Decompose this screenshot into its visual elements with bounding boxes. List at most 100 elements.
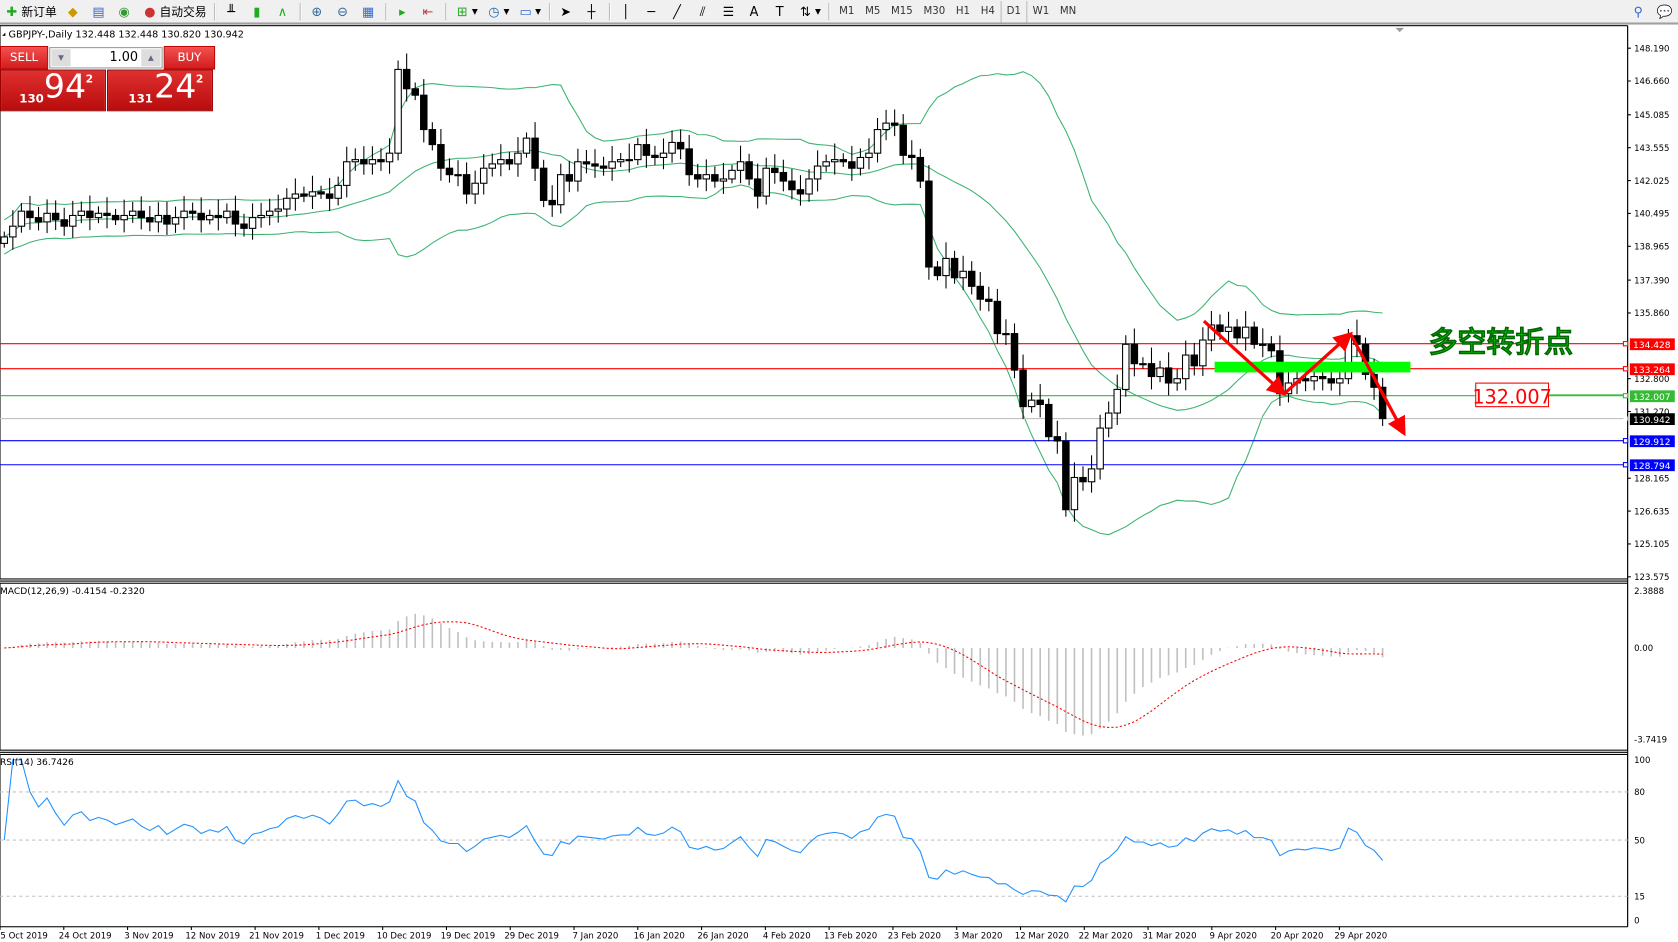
- toolbar-divider: [445, 2, 448, 20]
- candle-body: [805, 178, 813, 195]
- chart-shift-button[interactable]: ⇤: [416, 1, 442, 22]
- candle-body: [582, 161, 591, 165]
- channel-button[interactable]: ⫽: [691, 1, 717, 22]
- signals-button[interactable]: ◉: [112, 1, 138, 22]
- horizontal-line-button[interactable]: ─: [640, 1, 666, 22]
- price-tick-label: 140.495: [1634, 210, 1669, 220]
- candle-body: [428, 129, 437, 146]
- candle-body: [26, 210, 34, 219]
- market-watch-button[interactable]: ◆: [61, 1, 87, 22]
- price-tick-label: 131.270: [1634, 408, 1669, 418]
- indicators-button[interactable]: ⊞ ▾: [451, 1, 483, 22]
- timeframe-h4[interactable]: H4: [980, 5, 995, 18]
- chat-button[interactable]: 💬: [1652, 1, 1678, 22]
- templates-button[interactable]: ▭ ▾: [519, 3, 542, 19]
- candle-body: [265, 210, 274, 216]
- lot-decrease-button[interactable]: ▼: [51, 49, 71, 67]
- text-label-button[interactable]: T: [768, 1, 794, 22]
- candle-body: [291, 193, 300, 199]
- timeframe-m15[interactable]: M15: [891, 5, 913, 18]
- candle-body: [548, 199, 556, 206]
- chart-title: GBPJPY-,Daily 132.448 132.448 130.820 13…: [9, 29, 244, 40]
- vertical-line-icon: │: [621, 3, 630, 19]
- date-tick-label: 24 Oct 2019: [59, 932, 112, 942]
- candle-body: [822, 161, 830, 167]
- chart-window[interactable]: 多空转折点 132.007 GBPJPY-,Daily 132.448 132.44…: [0, 24, 1678, 942]
- candle-body: [899, 124, 907, 156]
- buy-price[interactable]: 131 24 2: [107, 67, 213, 112]
- horizontal-line-icon: ─: [647, 3, 656, 19]
- lot-increase-button[interactable]: ▲: [141, 49, 161, 67]
- text-button[interactable]: A: [742, 1, 768, 22]
- vertical-line-button[interactable]: │: [614, 1, 640, 22]
- candle-body: [437, 144, 445, 169]
- arrows-button[interactable]: ⇅ ▾: [794, 1, 826, 22]
- auto-trading-button[interactable]: ● 自动交易: [144, 3, 207, 19]
- candle-body: [1233, 326, 1241, 339]
- new-order-button[interactable]: ✚ 新订单: [0, 1, 61, 22]
- toolbar-divider: [828, 2, 831, 20]
- line-handle: [1623, 416, 1628, 421]
- timeframe-m30[interactable]: M30: [923, 5, 946, 18]
- candle-body: [308, 191, 317, 197]
- candle-body: [154, 214, 163, 223]
- auto-scroll-button[interactable]: ▸: [391, 1, 417, 22]
- fibonacci-button[interactable]: ☰: [717, 1, 743, 22]
- candle-body: [1199, 339, 1207, 367]
- timeframe-mn[interactable]: MN: [1059, 5, 1077, 18]
- periods-button[interactable]: ◷ ▾: [488, 3, 510, 19]
- candle-body: [668, 141, 676, 154]
- chat-icon: 💬: [1656, 3, 1673, 19]
- date-tick-label: 4 Feb 2020: [763, 932, 811, 942]
- candle-chart-button[interactable]: ▮: [245, 1, 271, 22]
- candle-body: [1241, 326, 1250, 339]
- tile-windows-button[interactable]: ▦: [356, 1, 382, 22]
- candle-body: [1164, 367, 1173, 384]
- date-tick-label: 12 Nov 2019: [185, 932, 240, 942]
- lot-size-value[interactable]: 1.00: [109, 49, 139, 65]
- sell-button[interactable]: SELL: [0, 46, 49, 70]
- bar-chart-button[interactable]: ╨: [219, 1, 245, 22]
- candle-body: [128, 210, 137, 216]
- signal-icon: ◉: [118, 3, 130, 19]
- timeframe-w1[interactable]: W1: [1032, 5, 1050, 18]
- timeframe-h1[interactable]: H1: [955, 5, 971, 18]
- candle-body: [360, 159, 368, 165]
- trendline-icon: ╱: [673, 3, 681, 19]
- timeframe-d1[interactable]: D1: [1000, 0, 1028, 22]
- macd-pane: [0, 582, 1629, 751]
- candle-body: [608, 161, 616, 169]
- price-tick-label: 143.555: [1634, 144, 1669, 154]
- candle-body: [1079, 476, 1087, 483]
- candle-body: [933, 266, 942, 277]
- timeframe-m1[interactable]: M1: [839, 5, 855, 18]
- price-line-label: 130.942: [1633, 416, 1671, 426]
- timeframe-m5[interactable]: M5: [865, 5, 881, 18]
- candle-body: [1156, 367, 1164, 378]
- buy-button[interactable]: BUY: [163, 46, 216, 70]
- navigator-button[interactable]: ▤: [87, 1, 113, 22]
- date-tick-label: 16 Jan 2020: [634, 932, 685, 942]
- candle-body: [69, 214, 77, 227]
- candle-body: [539, 167, 548, 201]
- price-tick-label: 148.190: [1634, 44, 1669, 54]
- line-chart-button[interactable]: ∧: [271, 1, 297, 22]
- crosshair-icon: ┼: [587, 3, 596, 19]
- sell-price[interactable]: 130 94 2: [0, 67, 106, 112]
- trendline-button[interactable]: ╱: [665, 1, 691, 22]
- search-button[interactable]: ⚲: [1627, 1, 1653, 22]
- cursor-button[interactable]: ➤: [554, 1, 580, 22]
- zoom-in-button[interactable]: ⊕: [305, 1, 331, 22]
- candle-body: [1318, 376, 1327, 380]
- zoom-out-button[interactable]: ⊖: [331, 1, 357, 22]
- candle-body: [514, 152, 522, 165]
- crosshair-button[interactable]: ┼: [580, 1, 606, 22]
- bollinger-upper-band: [3, 71, 1383, 321]
- candle-body: [1053, 436, 1062, 442]
- search-icon: ⚲: [1633, 3, 1644, 19]
- toolbar-divider: [214, 2, 217, 20]
- lot-size-stepper[interactable]: ▼ 1.00 ▲: [49, 47, 163, 69]
- price-tick-label: 125.105: [1634, 540, 1669, 550]
- date-tick-label: 10 Dec 2019: [377, 932, 432, 942]
- candle-body: [445, 167, 454, 176]
